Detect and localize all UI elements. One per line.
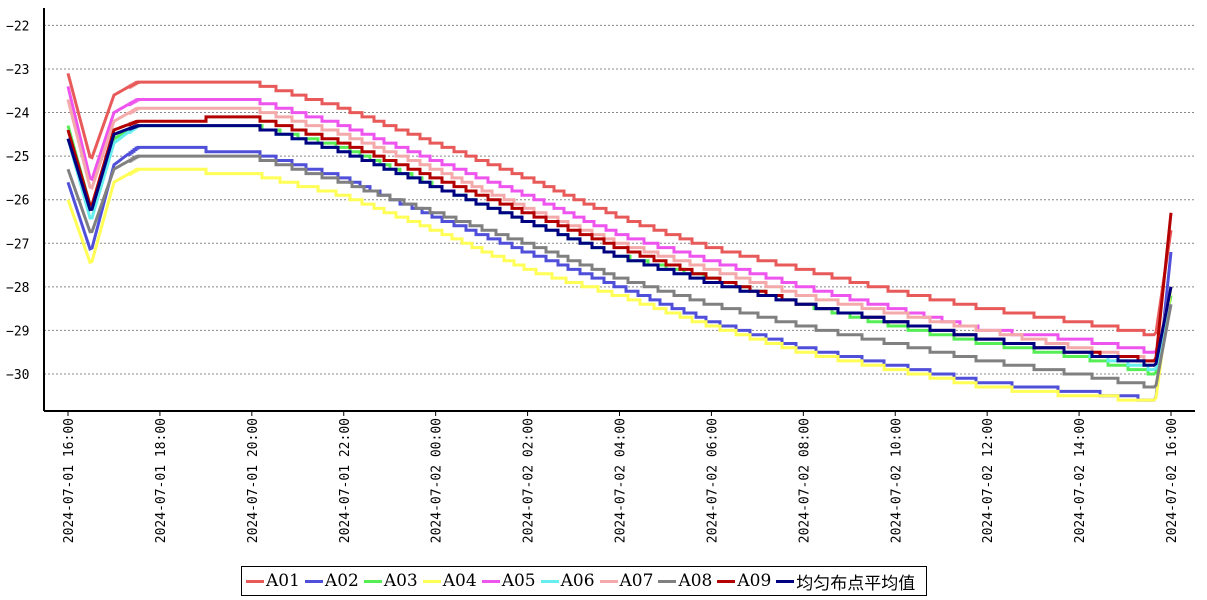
x-tick-label: 2024-07-02 06:00 [705,418,720,543]
series-line-A01 [66,73,1173,337]
y-tick-label: −28 [6,281,29,296]
legend-item: A09 [717,571,771,591]
series-line-A09 [66,115,1173,363]
legend-swatch [658,579,677,583]
x-tick-label: 2024-07-01 18:00 [154,418,169,543]
y-tick-label: −27 [6,237,29,252]
legend-item: A05 [481,571,536,591]
y-tick-label: −30 [6,368,29,383]
y-tick-label: −29 [6,324,29,339]
x-tick-label: 2024-07-02 14:00 [1073,418,1088,543]
x-tick-label: 2024-07-02 08:00 [797,418,812,543]
legend-swatch [422,579,441,583]
series-line-A02 [66,145,1173,402]
series-line-A04 [66,167,1173,402]
legend-label: 均匀布点平均值 [796,573,916,594]
legend-item: 均匀布点平均值 [776,569,915,594]
legend-item: A01 [246,571,300,591]
x-tick-label: 2024-07-01 20:00 [246,418,261,543]
y-tick-label: −23 [6,63,29,78]
x-tick-label: 2024-07-02 02:00 [522,418,537,543]
y-tick-label: −25 [6,150,29,165]
series-lines [66,73,1173,402]
legend-label: A08 [678,571,713,591]
legend-label: A02 [324,571,359,591]
legend-item: A07 [599,571,654,591]
axes [43,8,1195,416]
x-tick-label: 2024-07-02 12:00 [981,418,996,543]
x-tick-label: 2024-07-02 16:00 [1165,418,1180,543]
y-tick-label: −26 [6,194,29,209]
legend-swatch [540,579,559,583]
legend-swatch [599,579,618,583]
series-line-A07 [66,99,1173,363]
x-tick-label: 2024-07-02 00:00 [430,418,445,543]
legend-swatch [246,579,264,583]
legend-label: A03 [383,571,418,591]
x-tick-label: 2024-07-01 22:00 [338,418,353,543]
y-tick-labels: −22 −23 −24 −25 −26 −27 −28 −29 −30 [6,19,30,383]
y-tick-label: −24 [6,107,30,122]
series-line-A05 [66,86,1173,354]
x-tick-labels: 2024-07-01 16:00 2024-07-01 18:00 2024-07-… [62,418,1180,543]
legend-item: A08 [658,571,712,591]
legend-item: A06 [540,571,595,591]
x-tick-label: 2024-07-01 16:00 [62,418,77,543]
legend: A01 A02 A03 A04 A05 A06 A07 A08 A09 均匀布点平均值 [241,566,928,596]
legend-label: A01 [266,571,300,591]
legend-item: A03 [363,571,418,591]
y-tick-label: −22 [6,19,29,34]
legend-swatch [304,579,323,583]
legend-swatch [776,579,795,583]
legend-label: A07 [619,571,654,591]
grid-lines [44,24,1195,375]
series-line-均匀布点平均值 [66,124,1173,367]
legend-label: A09 [737,571,772,591]
series-line-A03 [66,124,1173,376]
legend-label: A06 [560,571,595,591]
legend-swatch [363,579,382,583]
x-tick-label: 2024-07-02 04:00 [614,418,629,543]
legend-swatch [717,579,736,583]
legend-item: A04 [422,571,477,591]
series-line-A08 [66,154,1173,389]
x-tick-label: 2024-07-02 10:00 [889,418,904,543]
legend-label: A04 [442,571,477,591]
legend-swatch [481,579,500,583]
legend-label: A05 [501,571,536,591]
legend-item: A02 [304,571,359,591]
